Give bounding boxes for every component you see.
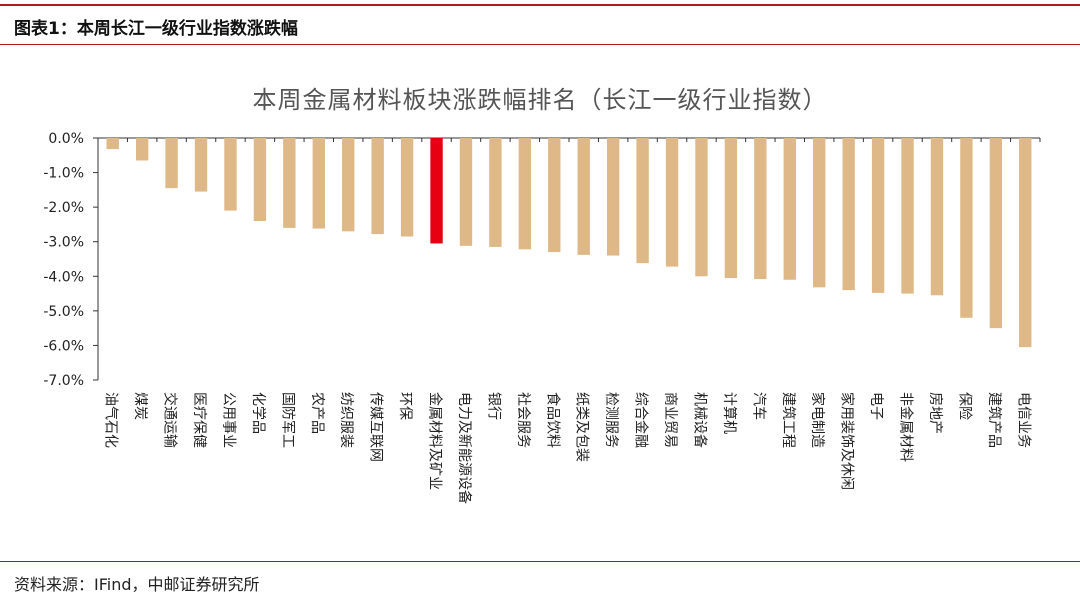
bar-3 bbox=[165, 138, 178, 189]
bar-5 bbox=[224, 138, 237, 211]
bar-23 bbox=[754, 138, 767, 280]
y-tick-label: 0.0% bbox=[48, 131, 84, 147]
x-tick-label: 检测服务 bbox=[603, 392, 619, 448]
bar-8 bbox=[312, 138, 325, 229]
x-tick-label: 电子 bbox=[868, 392, 884, 420]
x-tick-label: 交通运输 bbox=[162, 392, 179, 448]
bar-9 bbox=[342, 138, 355, 232]
x-tick-label: 环保 bbox=[397, 392, 413, 420]
bar-1 bbox=[106, 138, 119, 150]
bar-16 bbox=[548, 138, 561, 253]
bar-19 bbox=[636, 138, 649, 264]
x-tick-label: 社会服务 bbox=[515, 392, 531, 448]
x-tick-label: 房地产 bbox=[927, 392, 943, 434]
x-tick-label: 非金属材料 bbox=[898, 392, 914, 462]
x-tick-label: 机械设备 bbox=[691, 392, 708, 448]
x-tick-label: 农产品 bbox=[309, 392, 325, 434]
x-tick-label: 煤炭 bbox=[132, 392, 148, 420]
x-tick-label: 综合金融 bbox=[633, 392, 649, 448]
x-tick-label: 家用装饰及休闲 bbox=[839, 392, 856, 490]
bar-10 bbox=[371, 138, 384, 235]
y-tick-label: -3.0% bbox=[43, 235, 84, 251]
figure-title: 图表1：本周长江一级行业指数涨跌幅 bbox=[14, 19, 298, 39]
bar-30 bbox=[960, 138, 973, 318]
x-tick-label: 建筑产品 bbox=[986, 392, 1002, 448]
bar-6 bbox=[253, 138, 267, 221]
bar-32 bbox=[1019, 138, 1032, 348]
top-accent-line bbox=[0, 4, 1080, 6]
x-tick-label: 传媒互联网 bbox=[368, 392, 384, 462]
bar-18 bbox=[606, 138, 620, 256]
bar-14 bbox=[489, 138, 502, 247]
x-tick-label: 纸类及包装 bbox=[574, 392, 590, 462]
y-tick-label: -7.0% bbox=[43, 373, 84, 389]
chart-area: 本周金属材料板块涨跌幅排名（长江一级行业指数） 0.0% -1.0% -2.0% -3… bbox=[0, 60, 1080, 560]
bar-25 bbox=[813, 138, 826, 288]
x-tick-label: 家电制造 bbox=[809, 392, 826, 448]
bar-7 bbox=[283, 138, 296, 228]
x-tick-label: 纺织服装 bbox=[338, 392, 354, 448]
x-tick-label: 银行 bbox=[485, 392, 501, 420]
x-tick-label: 计算机 bbox=[721, 392, 737, 434]
bar-28 bbox=[901, 138, 914, 294]
y-tick-label: -1.0% bbox=[43, 166, 84, 182]
bar-26 bbox=[842, 138, 855, 291]
bar-11 bbox=[400, 138, 414, 237]
bar-27 bbox=[871, 138, 885, 293]
bottom-divider bbox=[0, 561, 1080, 562]
y-tick-label: -2.0% bbox=[43, 200, 84, 216]
chart-title: 本周金属材料板块涨跌幅排名（长江一级行业指数） bbox=[252, 86, 828, 114]
bar-chart: 0.0% -1.0% -2.0% -3.0% -4.0% -5.0% -6.0% -7.0% 油… bbox=[43, 131, 1041, 504]
bar-4 bbox=[194, 138, 208, 192]
source-note: 资料来源：IFind，中邮证券研究所 bbox=[14, 575, 260, 594]
bar-13 bbox=[459, 138, 473, 246]
bar-29 bbox=[930, 138, 944, 296]
x-tick-label: 电信业务 bbox=[1015, 392, 1031, 448]
y-tick-label: -6.0% bbox=[43, 338, 84, 354]
bar-15 bbox=[518, 138, 532, 250]
x-tick-label: 医疗保健 bbox=[191, 392, 207, 448]
x-tick-label: 国防军工 bbox=[279, 392, 295, 448]
y-tick-label: -5.0% bbox=[43, 304, 84, 320]
x-tick-label: 油气石化 bbox=[103, 392, 119, 448]
x-tick-label: 食品饮料 bbox=[544, 392, 561, 448]
bar-20 bbox=[665, 138, 679, 267]
x-tick-label: 公用事业 bbox=[220, 392, 236, 448]
x-tick-label: 电力及新能源设备 bbox=[456, 392, 473, 504]
bar-31 bbox=[989, 138, 1003, 329]
bar-24 bbox=[783, 138, 796, 280]
bar-12 bbox=[430, 138, 443, 244]
x-tick-label: 保险 bbox=[956, 392, 972, 420]
bar-21 bbox=[695, 138, 708, 277]
y-tick-label: -4.0% bbox=[43, 269, 84, 285]
x-tick-label: 建筑工程 bbox=[780, 392, 796, 448]
x-tick-label: 商业贸易 bbox=[662, 392, 678, 448]
x-tick-label: 金属材料及矿业 bbox=[427, 392, 443, 490]
x-tick-label: 汽车 bbox=[750, 392, 767, 420]
bar-2 bbox=[135, 138, 149, 161]
bar-22 bbox=[724, 138, 738, 279]
bar-17 bbox=[577, 138, 590, 255]
title-divider bbox=[0, 44, 1080, 45]
x-tick-label: 化学品 bbox=[250, 392, 266, 434]
